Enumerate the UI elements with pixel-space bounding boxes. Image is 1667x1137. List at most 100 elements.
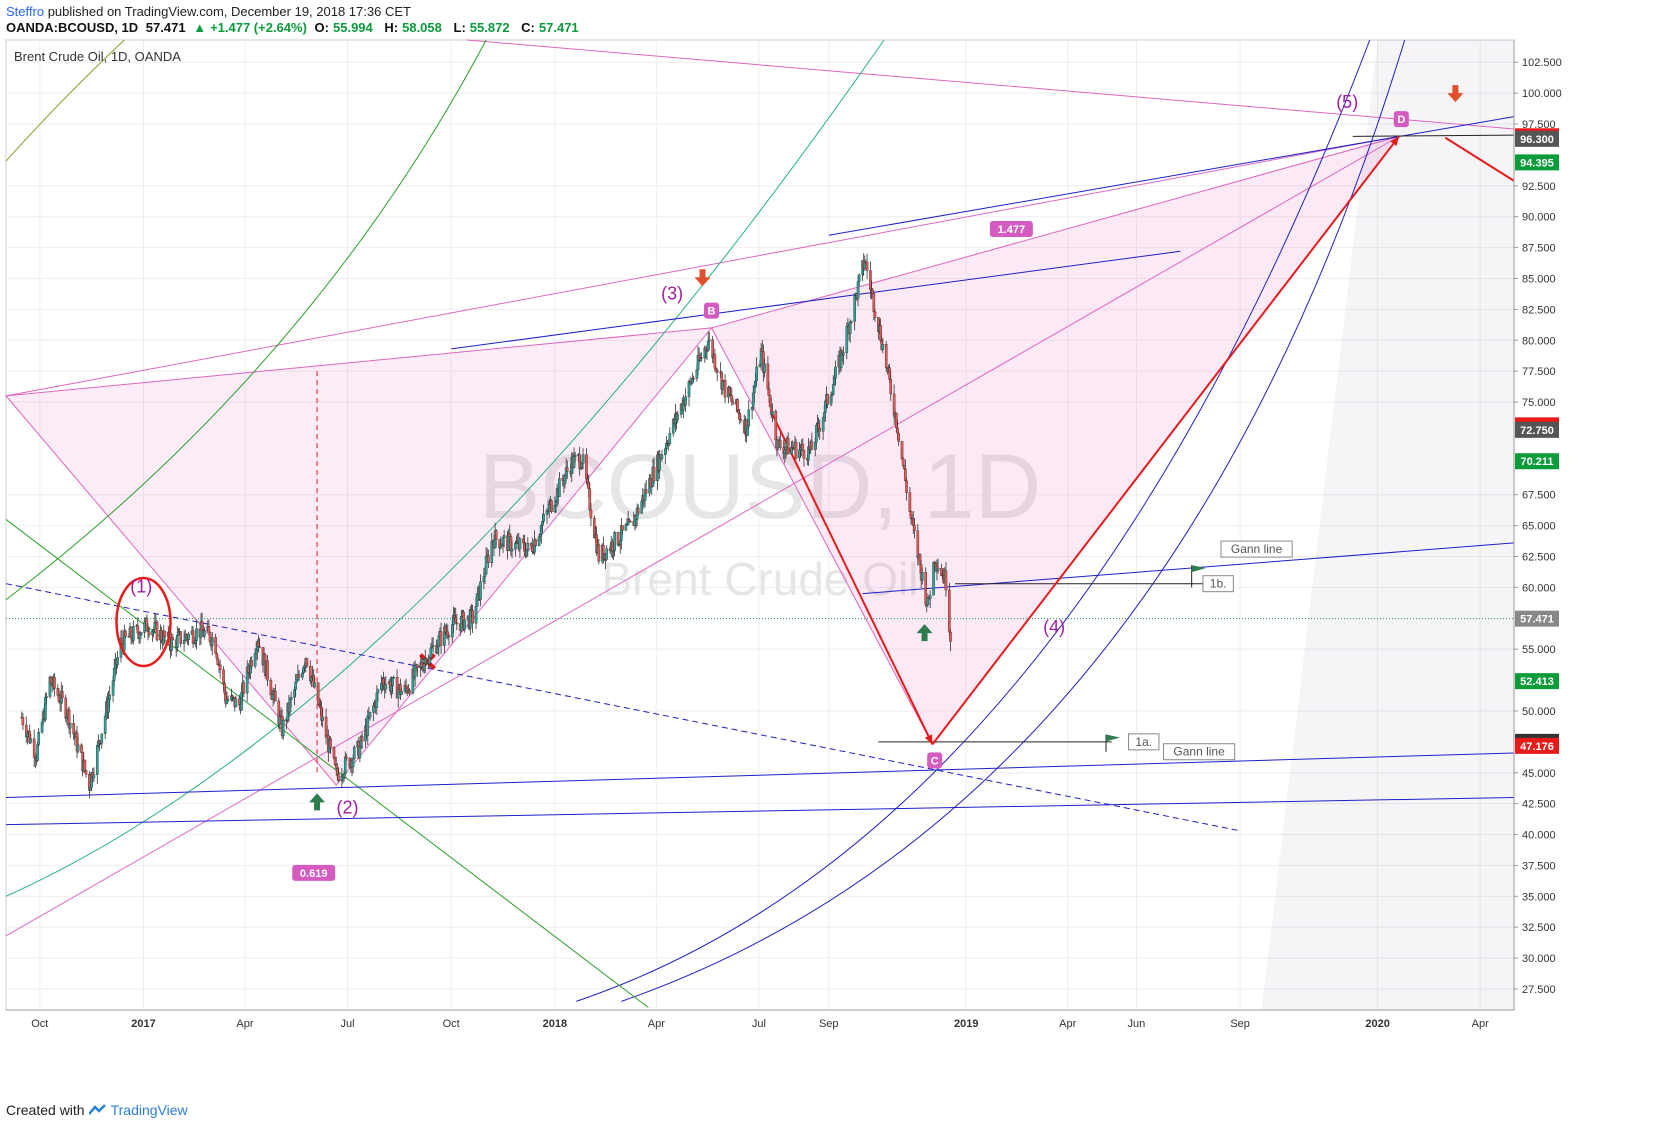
fib-label-0-619: 0.619 bbox=[300, 868, 328, 880]
support-line-1 bbox=[5, 752, 1515, 798]
projection-arrow-up-head bbox=[1390, 136, 1400, 147]
target-label-1a: 1a. bbox=[1135, 735, 1152, 749]
price-badge-bg bbox=[1515, 453, 1559, 470]
candle-body bbox=[736, 399, 739, 411]
candle-body bbox=[400, 691, 403, 695]
close-value: 57.471 bbox=[538, 20, 579, 35]
channel-line-1 bbox=[451, 250, 1181, 350]
price-tick-label: 27.500 bbox=[1522, 984, 1556, 996]
candle-body bbox=[132, 626, 135, 641]
wave-label-5: (5) bbox=[1336, 92, 1358, 112]
price-tick-label: 40.000 bbox=[1522, 830, 1556, 842]
candle-body bbox=[944, 570, 948, 591]
candle-body bbox=[763, 363, 766, 373]
ohlc-readout: OANDA:BCOUSD, 1D 57.471 ▲ +1.477 (+2.64%)… bbox=[6, 20, 587, 35]
candle-body bbox=[920, 572, 924, 581]
created-with-text: Created with bbox=[6, 1102, 85, 1118]
candle-body bbox=[550, 500, 553, 512]
candle-body bbox=[138, 634, 142, 640]
candle-body bbox=[700, 357, 703, 359]
point-d-label: D bbox=[1397, 114, 1405, 126]
candle-body bbox=[176, 634, 179, 648]
candle-body bbox=[321, 716, 325, 721]
candle-body bbox=[652, 466, 656, 482]
candle-body bbox=[218, 664, 222, 670]
target-label-1b: 1b. bbox=[1210, 577, 1227, 591]
time-tick-label: Apr bbox=[236, 1018, 253, 1030]
candle-body bbox=[439, 631, 443, 646]
arrow-up-icon bbox=[916, 624, 933, 642]
candle-body bbox=[266, 660, 269, 681]
time-tick-label: Sep bbox=[1230, 1018, 1250, 1030]
candle-body bbox=[502, 535, 506, 539]
time-tick-label: 2018 bbox=[543, 1018, 567, 1030]
candle-body bbox=[258, 645, 261, 648]
plot-area[interactable] bbox=[5, 39, 1515, 1011]
price-tick-label: 80.000 bbox=[1522, 335, 1556, 347]
price-axis[interactable]: 102.500 100.000 97.500 92.500 90.000 87.500 85… bbox=[1513, 40, 1562, 1010]
arrow-down-icon bbox=[1447, 85, 1464, 103]
candle-body bbox=[613, 532, 616, 552]
candle-body bbox=[518, 538, 522, 550]
candle-body bbox=[668, 433, 672, 444]
candle-body bbox=[76, 744, 80, 752]
candle-body bbox=[849, 321, 853, 323]
candle-body bbox=[416, 664, 419, 669]
author-link[interactable]: Steffro bbox=[6, 4, 45, 19]
candle-body bbox=[865, 262, 869, 271]
price-tick-label: 82.500 bbox=[1522, 304, 1556, 316]
candle-body bbox=[116, 657, 119, 665]
candle-body bbox=[884, 344, 888, 369]
candle-body bbox=[474, 606, 478, 624]
candle-body bbox=[214, 637, 217, 654]
publish-info: Steffro published on TradingView.com, De… bbox=[6, 4, 411, 19]
candle-body bbox=[392, 676, 396, 679]
price-tick-label: 35.000 bbox=[1522, 891, 1556, 903]
candle-body bbox=[636, 507, 640, 514]
price-tick-label: 65.000 bbox=[1522, 521, 1556, 533]
tradingview-link[interactable]: TradingView bbox=[110, 1102, 188, 1118]
candle-body bbox=[226, 699, 230, 701]
candle-body bbox=[818, 427, 822, 432]
candle-body bbox=[92, 774, 96, 778]
price-tick-label: 100.000 bbox=[1522, 88, 1562, 100]
candle-body bbox=[771, 410, 774, 415]
gann-line-label-upper-box bbox=[1220, 540, 1293, 558]
price-badge-bg bbox=[1515, 737, 1559, 754]
candle-body bbox=[332, 747, 336, 759]
price-tick-label: 42.500 bbox=[1522, 799, 1556, 811]
point-d-label-bg bbox=[1393, 111, 1409, 128]
gann-arc-teal bbox=[5, 39, 885, 897]
price-tick-label: 87.500 bbox=[1522, 243, 1556, 255]
time-tick-label: Jul bbox=[752, 1018, 766, 1030]
candle-body bbox=[581, 454, 585, 464]
candle-body bbox=[124, 630, 127, 637]
time-tick-label: Apr bbox=[648, 1018, 665, 1030]
price-tick-label: 50.000 bbox=[1522, 706, 1556, 718]
price-badge-label: 72.750 bbox=[1520, 425, 1554, 437]
annotations-layer: (1) (2) (3) (4) (5) B C D 0.619 1.477 Gann line Gan… bbox=[6, 85, 1514, 881]
candle-body bbox=[747, 409, 751, 427]
price-tick-label: 92.500 bbox=[1522, 181, 1556, 193]
price-badge-label: 47.176 bbox=[1520, 741, 1554, 753]
time-axis[interactable]: Oct 2017 Apr Jul Oct 2018 Apr Jul Sep 2019 Apr Jun S… bbox=[6, 1009, 1514, 1030]
candle-body bbox=[139, 632, 143, 636]
flag-1b-icon bbox=[1191, 565, 1206, 573]
point-c-label: C bbox=[931, 755, 939, 767]
close-label: C: bbox=[521, 20, 535, 35]
candle-body bbox=[831, 384, 835, 395]
candle-body bbox=[542, 513, 545, 522]
tradingview-logo-icon bbox=[88, 1104, 106, 1115]
price-tick-label: 67.500 bbox=[1522, 490, 1556, 502]
price-tick-label: 37.500 bbox=[1522, 860, 1556, 872]
candle-body bbox=[313, 682, 317, 687]
candle-body bbox=[948, 589, 951, 633]
candle-body bbox=[589, 509, 593, 519]
price-tick-label: 77.500 bbox=[1522, 366, 1556, 378]
flag-1a-icon bbox=[1106, 734, 1121, 742]
candle-body bbox=[484, 556, 488, 575]
candle-body bbox=[597, 544, 601, 562]
low-value: 55.872 bbox=[469, 20, 510, 35]
candle-body bbox=[297, 674, 301, 678]
